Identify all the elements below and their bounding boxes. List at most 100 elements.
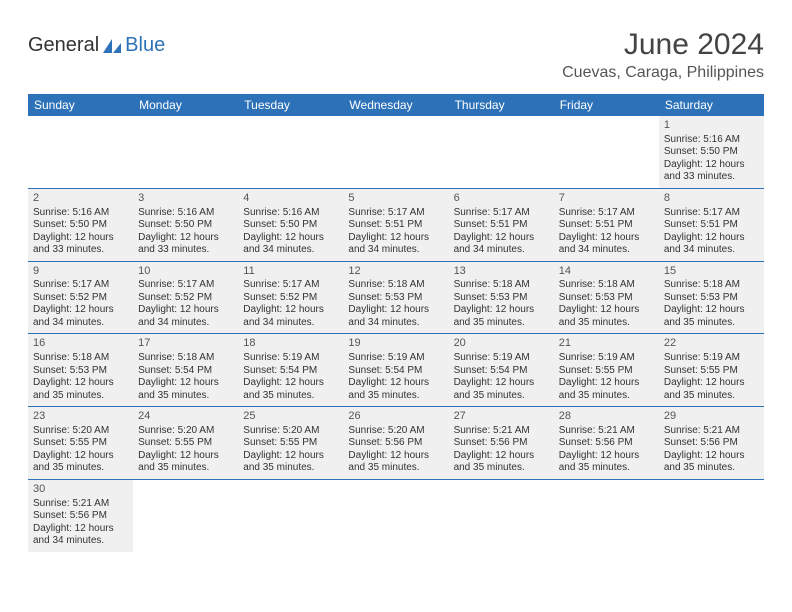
day-daylight: Daylight: 12 hours and 35 minutes. <box>664 304 759 329</box>
day-daylight: Daylight: 12 hours and 35 minutes. <box>138 450 233 475</box>
calendar-empty <box>133 479 238 551</box>
calendar-empty <box>343 116 448 188</box>
day-sunrise: Sunrise: 5:21 AM <box>664 425 759 438</box>
calendar-empty <box>343 479 448 551</box>
calendar-empty <box>554 479 659 551</box>
day-sunset: Sunset: 5:51 PM <box>559 219 654 232</box>
calendar-day: 8Sunrise: 5:17 AMSunset: 5:51 PMDaylight… <box>659 188 764 261</box>
day-sunrise: Sunrise: 5:21 AM <box>559 425 654 438</box>
day-sunset: Sunset: 5:50 PM <box>138 219 233 232</box>
day-sunrise: Sunrise: 5:16 AM <box>664 134 759 147</box>
day-number: 29 <box>664 410 759 424</box>
calendar-week: 16Sunrise: 5:18 AMSunset: 5:53 PMDayligh… <box>28 334 764 407</box>
day-sunrise: Sunrise: 5:19 AM <box>243 352 338 365</box>
day-sunset: Sunset: 5:55 PM <box>138 437 233 450</box>
day-sunset: Sunset: 5:54 PM <box>243 365 338 378</box>
day-number: 14 <box>559 265 654 279</box>
calendar-day: 18Sunrise: 5:19 AMSunset: 5:54 PMDayligh… <box>238 334 343 407</box>
day-number: 20 <box>454 337 549 351</box>
calendar-week: 30Sunrise: 5:21 AMSunset: 5:56 PMDayligh… <box>28 479 764 551</box>
header: General Blue June 2024 Cuevas, Caraga, P… <box>28 28 764 82</box>
day-header-row: SundayMondayTuesdayWednesdayThursdayFrid… <box>28 94 764 116</box>
calendar-day: 7Sunrise: 5:17 AMSunset: 5:51 PMDaylight… <box>554 188 659 261</box>
day-sunrise: Sunrise: 5:17 AM <box>243 279 338 292</box>
day-sunset: Sunset: 5:54 PM <box>348 365 443 378</box>
day-sunrise: Sunrise: 5:17 AM <box>664 207 759 220</box>
day-daylight: Daylight: 12 hours and 34 minutes. <box>33 523 128 548</box>
day-daylight: Daylight: 12 hours and 35 minutes. <box>138 377 233 402</box>
day-sunrise: Sunrise: 5:18 AM <box>348 279 443 292</box>
day-sunset: Sunset: 5:56 PM <box>454 437 549 450</box>
day-daylight: Daylight: 12 hours and 34 minutes. <box>243 304 338 329</box>
day-daylight: Daylight: 12 hours and 35 minutes. <box>454 377 549 402</box>
day-number: 5 <box>348 192 443 206</box>
day-daylight: Daylight: 12 hours and 34 minutes. <box>454 232 549 257</box>
day-sunrise: Sunrise: 5:18 AM <box>33 352 128 365</box>
calendar-day: 19Sunrise: 5:19 AMSunset: 5:54 PMDayligh… <box>343 334 448 407</box>
day-header: Friday <box>554 94 659 116</box>
day-sunrise: Sunrise: 5:18 AM <box>559 279 654 292</box>
day-sunset: Sunset: 5:51 PM <box>454 219 549 232</box>
day-sunset: Sunset: 5:56 PM <box>664 437 759 450</box>
day-sunrise: Sunrise: 5:17 AM <box>33 279 128 292</box>
day-daylight: Daylight: 12 hours and 35 minutes. <box>348 450 443 475</box>
day-sunrise: Sunrise: 5:16 AM <box>243 207 338 220</box>
day-sunrise: Sunrise: 5:19 AM <box>559 352 654 365</box>
day-number: 11 <box>243 265 338 279</box>
day-daylight: Daylight: 12 hours and 35 minutes. <box>454 450 549 475</box>
day-number: 27 <box>454 410 549 424</box>
day-number: 12 <box>348 265 443 279</box>
calendar-empty <box>554 116 659 188</box>
calendar-empty <box>659 479 764 551</box>
day-daylight: Daylight: 12 hours and 35 minutes. <box>664 377 759 402</box>
calendar-day: 9Sunrise: 5:17 AMSunset: 5:52 PMDaylight… <box>28 261 133 334</box>
day-sunset: Sunset: 5:56 PM <box>559 437 654 450</box>
calendar-day: 15Sunrise: 5:18 AMSunset: 5:53 PMDayligh… <box>659 261 764 334</box>
day-sunrise: Sunrise: 5:20 AM <box>138 425 233 438</box>
day-sunset: Sunset: 5:53 PM <box>33 365 128 378</box>
day-sunrise: Sunrise: 5:19 AM <box>664 352 759 365</box>
day-daylight: Daylight: 12 hours and 34 minutes. <box>348 232 443 257</box>
day-number: 23 <box>33 410 128 424</box>
calendar-day: 26Sunrise: 5:20 AMSunset: 5:56 PMDayligh… <box>343 407 448 480</box>
day-sunset: Sunset: 5:51 PM <box>664 219 759 232</box>
day-daylight: Daylight: 12 hours and 33 minutes. <box>138 232 233 257</box>
day-sunrise: Sunrise: 5:20 AM <box>33 425 128 438</box>
calendar-day: 2Sunrise: 5:16 AMSunset: 5:50 PMDaylight… <box>28 188 133 261</box>
day-sunrise: Sunrise: 5:20 AM <box>348 425 443 438</box>
day-number: 10 <box>138 265 233 279</box>
day-sunset: Sunset: 5:55 PM <box>559 365 654 378</box>
day-sunrise: Sunrise: 5:21 AM <box>454 425 549 438</box>
day-number: 17 <box>138 337 233 351</box>
day-daylight: Daylight: 12 hours and 34 minutes. <box>348 304 443 329</box>
day-sunrise: Sunrise: 5:17 AM <box>559 207 654 220</box>
day-sunset: Sunset: 5:55 PM <box>243 437 338 450</box>
day-number: 13 <box>454 265 549 279</box>
day-header: Tuesday <box>238 94 343 116</box>
calendar-day: 29Sunrise: 5:21 AMSunset: 5:56 PMDayligh… <box>659 407 764 480</box>
day-daylight: Daylight: 12 hours and 35 minutes. <box>559 450 654 475</box>
calendar-day: 13Sunrise: 5:18 AMSunset: 5:53 PMDayligh… <box>449 261 554 334</box>
calendar-day: 4Sunrise: 5:16 AMSunset: 5:50 PMDaylight… <box>238 188 343 261</box>
day-number: 21 <box>559 337 654 351</box>
calendar-day: 12Sunrise: 5:18 AMSunset: 5:53 PMDayligh… <box>343 261 448 334</box>
day-daylight: Daylight: 12 hours and 34 minutes. <box>243 232 338 257</box>
page-title: June 2024 <box>562 28 764 62</box>
day-header: Saturday <box>659 94 764 116</box>
day-sunrise: Sunrise: 5:20 AM <box>243 425 338 438</box>
day-sunset: Sunset: 5:52 PM <box>138 292 233 305</box>
day-sunrise: Sunrise: 5:18 AM <box>454 279 549 292</box>
logo-text-general: General <box>28 34 99 57</box>
day-sunset: Sunset: 5:53 PM <box>664 292 759 305</box>
calendar-day: 23Sunrise: 5:20 AMSunset: 5:55 PMDayligh… <box>28 407 133 480</box>
calendar-day: 5Sunrise: 5:17 AMSunset: 5:51 PMDaylight… <box>343 188 448 261</box>
calendar-day: 10Sunrise: 5:17 AMSunset: 5:52 PMDayligh… <box>133 261 238 334</box>
day-sunrise: Sunrise: 5:18 AM <box>664 279 759 292</box>
day-number: 8 <box>664 192 759 206</box>
location-subtitle: Cuevas, Caraga, Philippines <box>562 64 764 82</box>
logo-sail-icon <box>101 37 123 55</box>
day-sunset: Sunset: 5:55 PM <box>33 437 128 450</box>
day-sunset: Sunset: 5:52 PM <box>33 292 128 305</box>
day-daylight: Daylight: 12 hours and 35 minutes. <box>559 304 654 329</box>
day-sunset: Sunset: 5:53 PM <box>559 292 654 305</box>
